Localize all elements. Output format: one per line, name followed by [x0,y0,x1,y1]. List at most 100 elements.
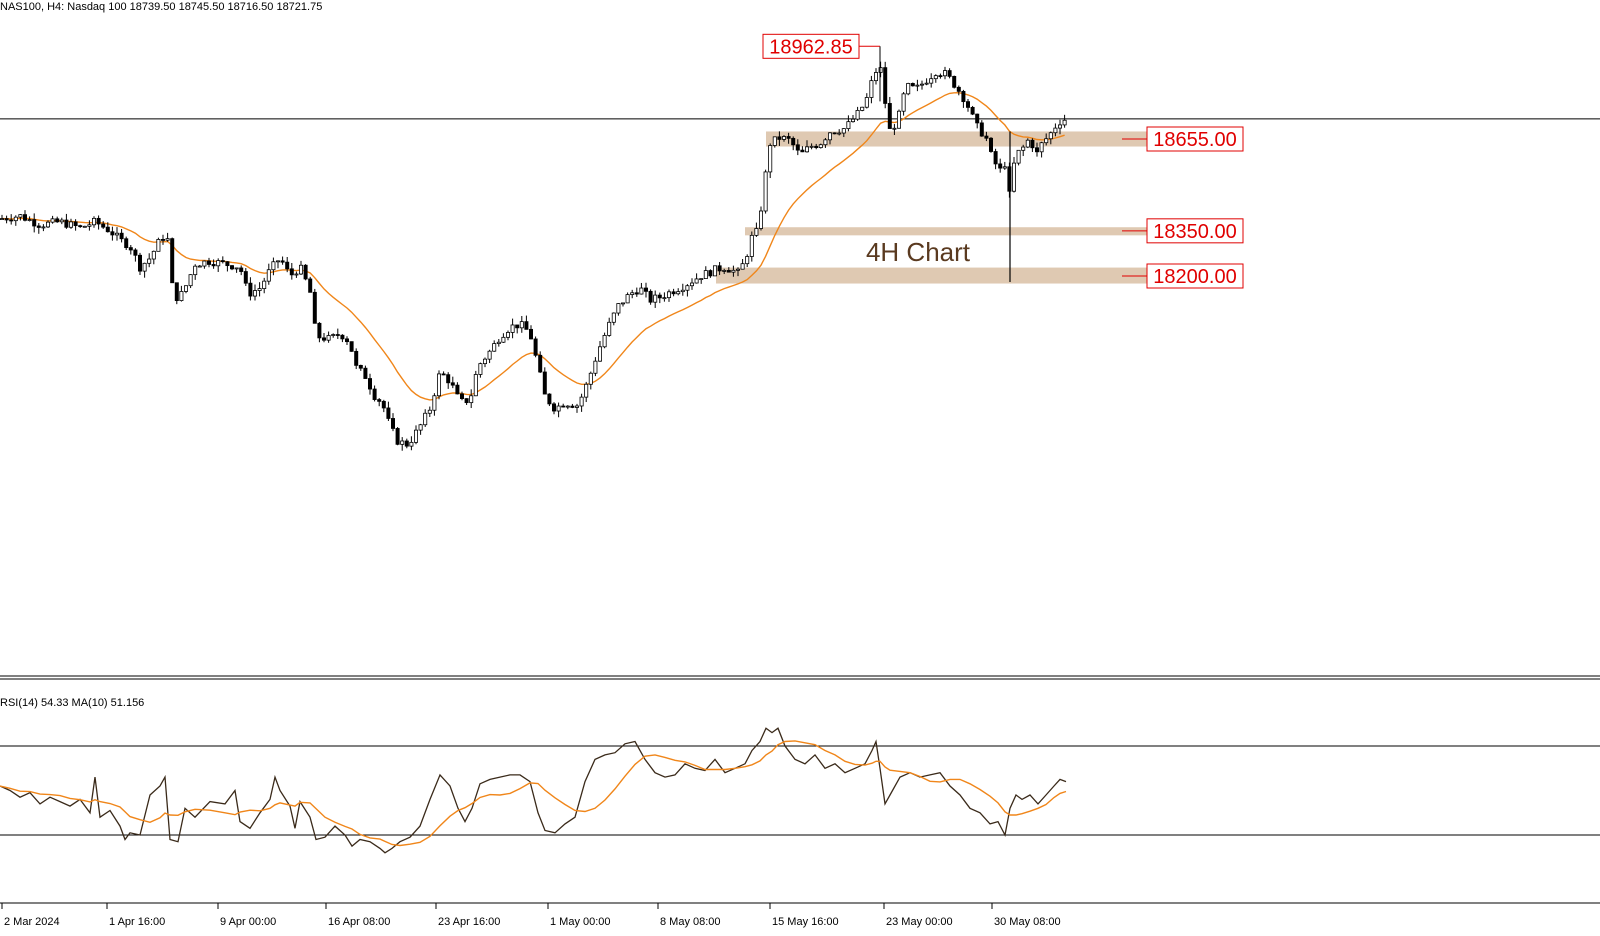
candle-body [795,144,800,151]
support-zone-18350-00 [745,227,1165,236]
candle-body [50,218,55,223]
candle-body [1048,132,1053,140]
candle-body [542,371,547,395]
candle-body [27,219,32,222]
candle-body [938,75,943,78]
candle-body [952,75,957,88]
candle-body [1021,146,1026,151]
candle-body [805,146,810,153]
candle-body [648,290,653,303]
candle-body [989,137,994,152]
candle-body [832,132,837,135]
candle-body [855,110,860,120]
candle-body [133,249,138,256]
candle-body [814,145,819,149]
candle-body [105,226,110,233]
candle-body [142,262,147,272]
price-label: 18350.00 [1153,221,1236,243]
candle-body [1002,166,1007,169]
candle-body [1016,149,1021,164]
candle-body [372,388,377,400]
candle-body [943,70,948,77]
candle-body [46,221,51,228]
candle-body [1007,166,1012,192]
candle-body [36,225,41,228]
candle-body [248,282,253,297]
candle-body [262,280,267,289]
candle-body [432,395,437,411]
candle-body [55,218,60,223]
candle-body [878,67,883,73]
candle-body [317,322,322,339]
candle-body [892,127,897,130]
candle-body [579,396,584,407]
rsi-ma-line [0,740,1067,847]
candle-body [657,294,662,299]
candle-body [533,338,538,356]
candle-body [630,292,635,295]
candle-body [947,70,952,77]
candle-body [966,101,971,108]
candle-body [538,354,543,373]
candle-body [197,265,202,268]
candle-body [18,214,23,218]
candle-body [285,261,290,270]
candle-body [1058,124,1063,129]
candle-body [680,289,685,293]
candle-body [699,278,704,281]
candle-body [252,290,257,297]
price-label-box [1146,263,1244,289]
candle-body [869,80,874,98]
candle-body [473,374,478,397]
candle-body [4,218,9,221]
candle-body [73,221,78,227]
candle-body [124,238,129,249]
candle-body [492,343,497,352]
candle-body [266,269,271,282]
candle-body [482,358,487,365]
candle-body [423,412,428,426]
candle-body [188,274,193,287]
chart-annotation: 4H Chart [866,237,971,267]
candle-body [570,405,575,408]
x-tick-label: 2 Mar 2024 [4,916,60,928]
candle-body [349,341,354,352]
candle-body [933,75,938,80]
candle-body [271,261,276,271]
candle-body [998,163,1003,169]
candle-body [607,321,612,336]
candle-body [32,219,37,227]
candle-body [883,67,888,104]
candle-body [910,83,915,87]
candle-body [275,260,280,263]
candle-body [837,132,842,135]
candle-body [137,254,142,272]
candle-body [225,261,230,267]
candle-body [358,364,363,369]
candle-body [818,144,823,149]
candle-body [906,83,911,95]
candle-body [703,270,708,280]
candle-body [390,418,395,429]
candle-body [1053,127,1058,134]
candle-body [170,238,175,284]
candle-body [386,407,391,419]
candle-body [667,291,672,299]
candle-body [179,291,184,302]
x-tick-label: 15 May 16:00 [772,916,839,928]
price-label: 18655.00 [1153,129,1236,151]
candle-body [450,382,455,386]
candle-body [206,260,211,265]
x-tick-label: 23 Apr 16:00 [438,916,500,928]
candle-body [78,225,83,228]
candle-body [556,405,561,412]
candle-body [782,136,787,140]
candle-body [160,239,165,241]
candle-body [685,285,690,291]
support-zone-18200-00 [716,267,1165,284]
candle-body [211,264,216,267]
candle-body [745,256,750,265]
candle-body [115,232,120,236]
candle-body [395,428,400,445]
candle-body [377,399,382,402]
